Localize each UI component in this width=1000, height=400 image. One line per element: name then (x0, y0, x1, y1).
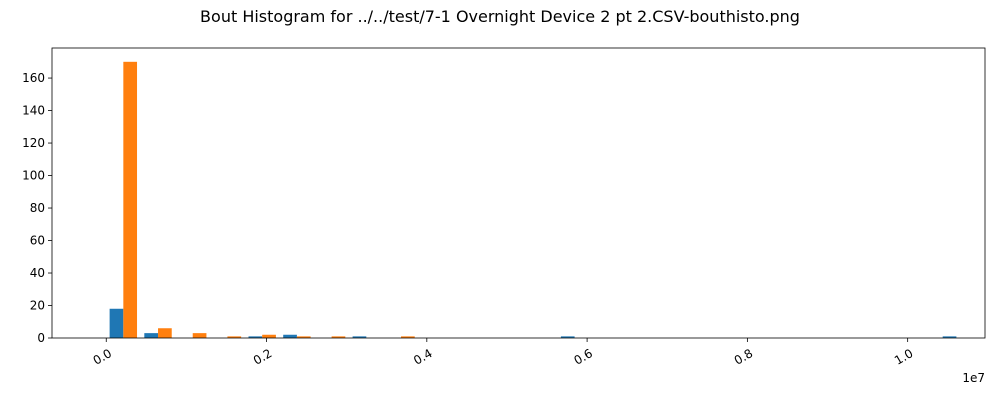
y-tick-label: 60 (30, 234, 45, 248)
x-tick-label: 0.8 (732, 346, 756, 368)
y-tick-label: 140 (22, 104, 45, 118)
y-tick-label: 80 (30, 201, 45, 215)
histogram-bar (560, 336, 575, 338)
x-tick-label: 0.4 (411, 346, 435, 368)
y-tick-label: 160 (22, 71, 45, 85)
x-tick-label: 1.0 (892, 346, 916, 368)
histogram-bar (144, 333, 159, 338)
y-tick-label: 20 (30, 299, 45, 313)
y-tick-label: 0 (37, 331, 45, 345)
x-tick-label: 0.6 (571, 346, 595, 368)
histogram-bar (331, 336, 346, 338)
histogram-bar (123, 61, 138, 339)
histogram-bar (192, 333, 207, 338)
y-axis: 0 20 40 60 80 100 120 140 160 (22, 71, 52, 345)
histogram-bar (158, 328, 172, 338)
histogram-bar (227, 336, 242, 338)
histogram-bar (942, 336, 957, 338)
x-tick-label: 0.0 (91, 346, 115, 368)
y-tick-label: 120 (22, 136, 45, 150)
x-tick-label: 0.2 (251, 346, 275, 368)
x-axis: 0.0 0.2 0.4 0.6 0.8 1.0 (91, 338, 916, 368)
x-axis-offset-label: 1e7 (962, 371, 985, 385)
chart-title: Bout Histogram for ../../test/7-1 Overni… (200, 7, 800, 26)
histogram-bar (401, 336, 415, 338)
y-tick-label: 40 (30, 266, 45, 280)
histogram-bar (283, 334, 297, 338)
histogram-bar (262, 334, 276, 338)
histogram-bar (296, 336, 311, 338)
histogram-bar (109, 308, 124, 338)
histogram-bar (352, 336, 367, 338)
histogram-bars (109, 61, 957, 339)
histogram-bar (248, 336, 263, 338)
y-tick-label: 100 (22, 169, 45, 183)
plot-area-frame (51, 47, 986, 339)
